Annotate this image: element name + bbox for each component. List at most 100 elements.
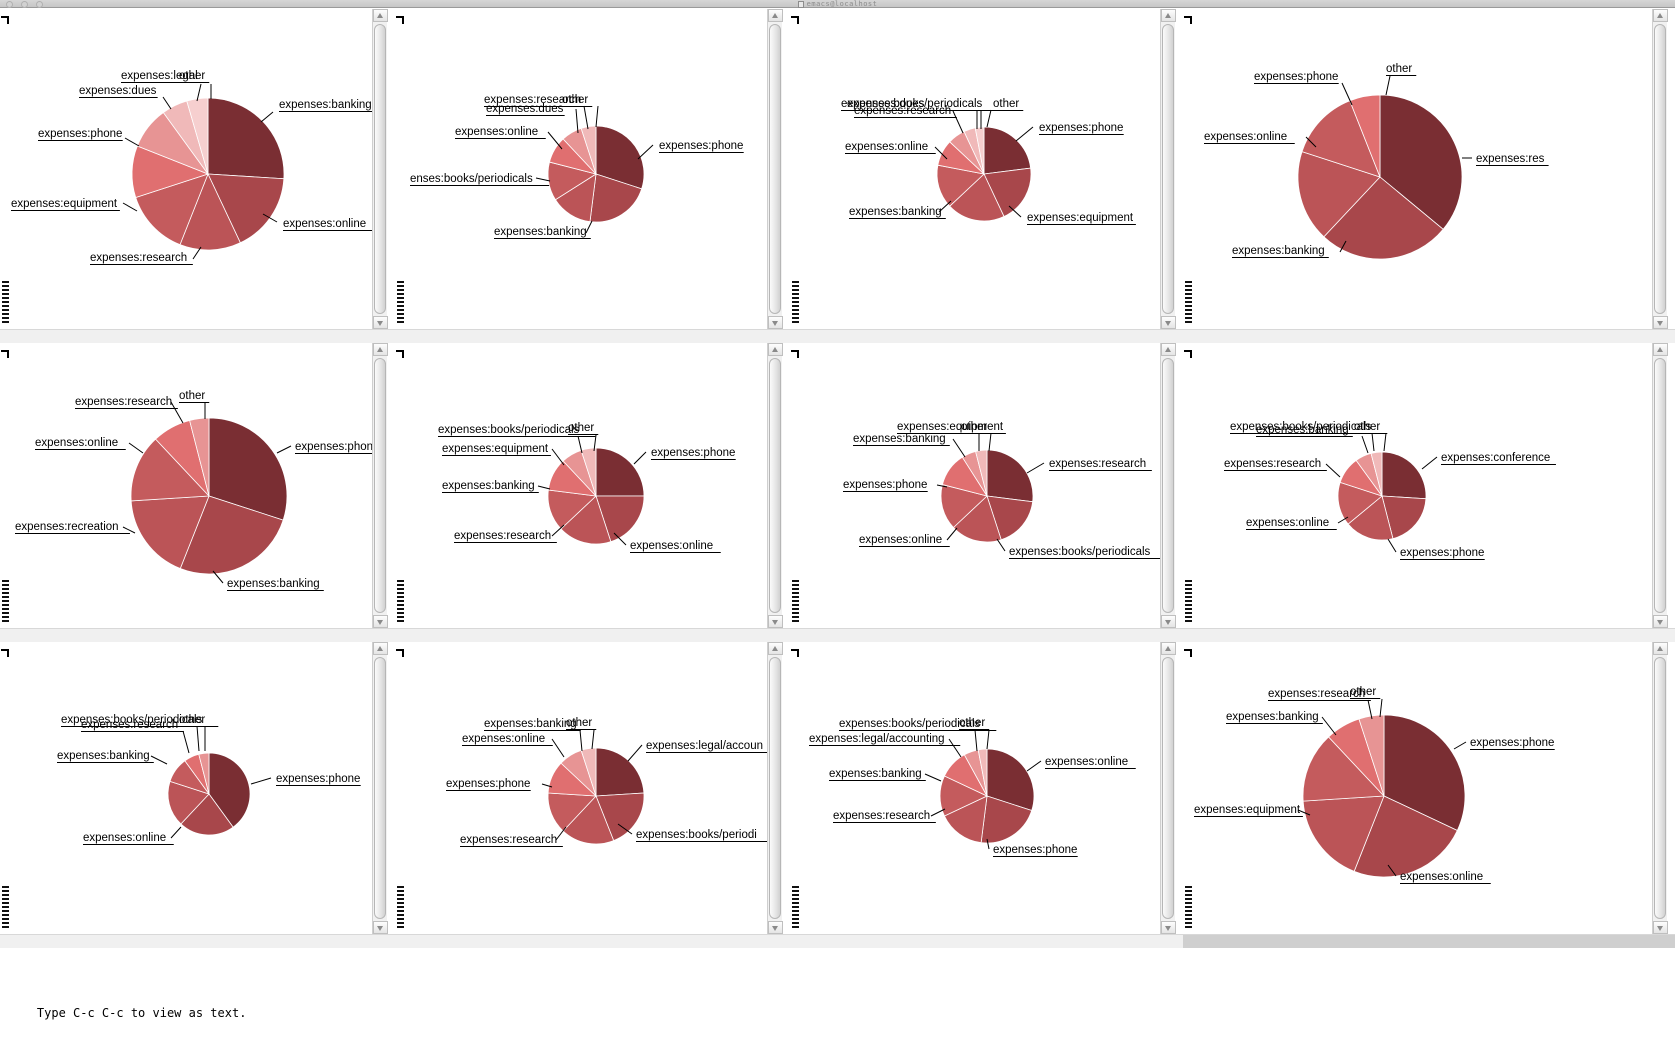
mode-line[interactable]: -:--- 200901.png All (1,0) (Image[png])-…: [0, 329, 395, 343]
scrollbar-thumb[interactable]: [1162, 24, 1174, 314]
scrollbar-thumb[interactable]: [769, 657, 781, 919]
image-display-area[interactable]: expenses:phone expenses:online expenses:eq…: [1194, 642, 1652, 934]
vertical-scrollbar[interactable]: [767, 642, 783, 934]
vertical-scrollbar[interactable]: [767, 343, 783, 628]
scrollbar-thumb[interactable]: [1162, 657, 1174, 919]
window-body[interactable]: expenses:research expenses:books/periodic…: [790, 343, 1183, 628]
mode-line[interactable]: -:--- 200902.png All (1,0) (Image[png])-…: [395, 329, 790, 343]
scrollbar-thumb[interactable]: [374, 24, 386, 314]
scroll-down-arrow-icon[interactable]: [1161, 615, 1176, 628]
image-display-area[interactable]: expenses:phone expenses:banking expenses:r…: [11, 343, 372, 628]
emacs-window[interactable]: expenses:phone expenses:online expenses:ba…: [0, 642, 395, 948]
mode-line[interactable]: -:--- 200906.png All (1,0) (Image[png])-…: [395, 628, 790, 642]
zoom-button[interactable]: [36, 1, 43, 8]
close-button[interactable]: [6, 1, 13, 8]
emacs-window[interactable]: expenses:phone expenses:online expenses:re…: [395, 343, 790, 642]
vertical-scrollbar[interactable]: [1160, 9, 1176, 329]
mode-line[interactable]: -:--- 200908.png All (1,0) (Image[png])-…: [1183, 628, 1675, 642]
scrollbar-thumb[interactable]: [1654, 24, 1666, 314]
emacs-window[interactable]: expenses:legal/accoun expenses:books/peri…: [395, 642, 790, 948]
image-display-area[interactable]: expenses:phone expenses:banking enses:book…: [406, 9, 767, 329]
window-body[interactable]: expenses:legal/accoun expenses:books/peri…: [395, 642, 790, 934]
scroll-up-arrow-icon[interactable]: [1653, 343, 1668, 356]
window-body[interactable]: expenses:phone expenses:equipment expenses…: [790, 9, 1183, 329]
scroll-down-arrow-icon[interactable]: [373, 615, 388, 628]
scroll-up-arrow-icon[interactable]: [373, 343, 388, 356]
vertical-scrollbar[interactable]: [372, 9, 388, 329]
scroll-down-arrow-icon[interactable]: [373, 316, 388, 329]
mode-line[interactable]: -:--- 200911.png All (1,0) (Image[png])-…: [790, 934, 1183, 948]
window-body[interactable]: expenses:phone expenses:online expenses:re…: [395, 343, 790, 628]
mode-line[interactable]: -:--- 200909.png All (1,0) (Image[png])-…: [0, 934, 395, 948]
scroll-up-arrow-icon[interactable]: [1161, 9, 1176, 22]
scroll-up-arrow-icon[interactable]: [768, 642, 783, 655]
emacs-window[interactable]: expenses:phone expenses:banking enses:book…: [395, 9, 790, 343]
window-body[interactable]: expenses:banking expenses:online expenses:…: [0, 9, 395, 329]
mode-line[interactable]: -:--- 200904.png All (1,0) (Image[png])-…: [1183, 329, 1675, 343]
scroll-down-arrow-icon[interactable]: [768, 921, 783, 934]
emacs-window[interactable]: expenses:res expenses:banking expenses:onl…: [1183, 9, 1675, 343]
scrollbar-thumb[interactable]: [1162, 358, 1174, 613]
vertical-scrollbar[interactable]: [372, 343, 388, 628]
emacs-window[interactable]: expenses:research expenses:books/periodic…: [790, 343, 1183, 642]
scrollbar-thumb[interactable]: [1654, 358, 1666, 613]
vertical-scrollbar[interactable]: [1160, 343, 1176, 628]
emacs-window[interactable]: expenses:conference expenses:phone expense…: [1183, 343, 1675, 642]
emacs-window[interactable]: expenses:phone expenses:equipment expenses…: [790, 9, 1183, 343]
scrollbar-thumb[interactable]: [1654, 657, 1666, 919]
emacs-window[interactable]: expenses:phone expenses:banking expenses:r…: [0, 343, 395, 642]
window-body[interactable]: expenses:phone expenses:banking enses:book…: [395, 9, 790, 329]
mode-line[interactable]: -:--- 200903.png All (1,0) (Image[png])-…: [790, 329, 1183, 343]
scroll-up-arrow-icon[interactable]: [1161, 343, 1176, 356]
scroll-down-arrow-icon[interactable]: [1653, 316, 1668, 329]
window-body[interactable]: expenses:phone expenses:banking expenses:r…: [0, 343, 395, 628]
scrollbar-thumb[interactable]: [374, 358, 386, 613]
window-body[interactable]: expenses:phone expenses:online expenses:ba…: [0, 642, 395, 934]
window-controls[interactable]: [6, 1, 43, 8]
scroll-up-arrow-icon[interactable]: [768, 9, 783, 22]
vertical-scrollbar[interactable]: [1652, 343, 1668, 628]
vertical-scrollbar[interactable]: [767, 9, 783, 329]
scroll-down-arrow-icon[interactable]: [1653, 921, 1668, 934]
scroll-down-arrow-icon[interactable]: [1161, 921, 1176, 934]
window-body[interactable]: expenses:online expenses:phone expenses:re…: [790, 642, 1183, 934]
scroll-up-arrow-icon[interactable]: [1161, 642, 1176, 655]
image-display-area[interactable]: expenses:conference expenses:phone expense…: [1194, 343, 1652, 628]
scroll-down-arrow-icon[interactable]: [1161, 316, 1176, 329]
scroll-down-arrow-icon[interactable]: [373, 921, 388, 934]
scrollbar-thumb[interactable]: [374, 657, 386, 919]
vertical-scrollbar[interactable]: [1652, 642, 1668, 934]
window-body[interactable]: expenses:res expenses:banking expenses:onl…: [1183, 9, 1675, 329]
scroll-down-arrow-icon[interactable]: [768, 615, 783, 628]
vertical-scrollbar[interactable]: [372, 642, 388, 934]
scroll-down-arrow-icon[interactable]: [768, 316, 783, 329]
mode-line[interactable]: -:--- 200910.png All (1,0) (Image[png])-…: [395, 934, 790, 948]
window-body[interactable]: expenses:phone expenses:online expenses:eq…: [1183, 642, 1675, 934]
vertical-scrollbar[interactable]: [1652, 9, 1668, 329]
minimize-button[interactable]: [21, 1, 28, 8]
scroll-up-arrow-icon[interactable]: [373, 642, 388, 655]
window-body[interactable]: expenses:conference expenses:phone expense…: [1183, 343, 1675, 628]
image-display-area[interactable]: expenses:phone expenses:equipment expenses…: [801, 9, 1160, 329]
mode-line[interactable]: -:--- 200907.png All (1,0) (Image[png])-…: [790, 628, 1183, 642]
emacs-window[interactable]: expenses:phone expenses:online expenses:eq…: [1183, 642, 1675, 948]
scroll-up-arrow-icon[interactable]: [768, 343, 783, 356]
image-display-area[interactable]: expenses:online expenses:phone expenses:re…: [801, 642, 1160, 934]
scrollbar-thumb[interactable]: [769, 358, 781, 613]
scroll-up-arrow-icon[interactable]: [1653, 9, 1668, 22]
image-display-area[interactable]: expenses:phone expenses:online expenses:re…: [406, 343, 767, 628]
scroll-up-arrow-icon[interactable]: [1653, 642, 1668, 655]
mode-line[interactable]: -:--- 200912.png All (1,0) (Image[png])-…: [1183, 934, 1675, 948]
vertical-scrollbar[interactable]: [1160, 642, 1176, 934]
image-display-area[interactable]: expenses:phone expenses:online expenses:ba…: [11, 642, 372, 934]
emacs-window[interactable]: expenses:banking expenses:online expenses:…: [0, 9, 395, 343]
image-display-area[interactable]: expenses:research expenses:books/periodic…: [801, 343, 1160, 628]
scrollbar-thumb[interactable]: [769, 24, 781, 314]
scroll-down-arrow-icon[interactable]: [1653, 615, 1668, 628]
image-display-area[interactable]: expenses:legal/accoun expenses:books/peri…: [406, 642, 767, 934]
image-display-area[interactable]: expenses:banking expenses:online expenses:…: [11, 9, 372, 329]
emacs-window[interactable]: expenses:online expenses:phone expenses:re…: [790, 642, 1183, 948]
mode-line[interactable]: -:--- 200905.png All (1,0) (Image[png])-…: [0, 628, 395, 642]
image-display-area[interactable]: expenses:res expenses:banking expenses:onl…: [1194, 9, 1652, 329]
scroll-up-arrow-icon[interactable]: [373, 9, 388, 22]
